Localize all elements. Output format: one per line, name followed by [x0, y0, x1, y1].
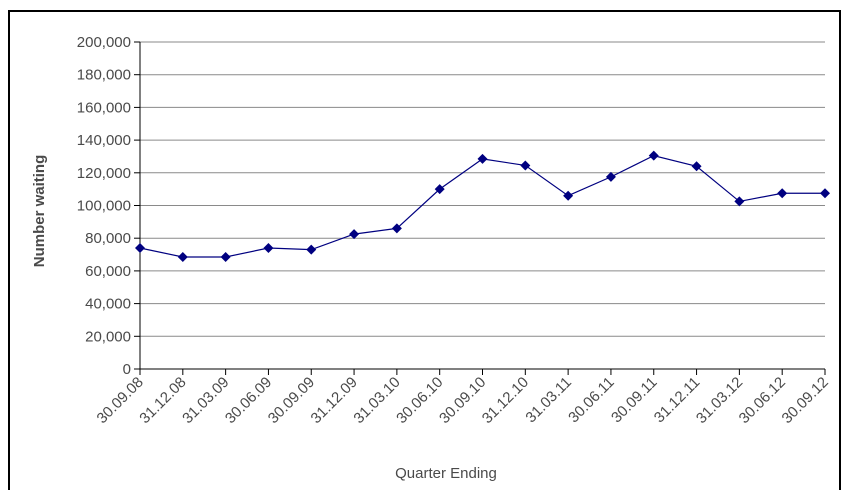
line-chart: 0 20,000 40,000 60,000 80,000 100,000 120,000 1… — [31, 34, 832, 482]
data-point-marker — [477, 153, 488, 164]
data-point-marker — [563, 190, 574, 201]
data-point-marker — [391, 223, 402, 234]
data-point-marker — [349, 229, 360, 240]
data-point-marker — [135, 243, 145, 254]
data-point-marker — [520, 160, 531, 171]
x-tick-label: 30.06.11 — [565, 374, 618, 427]
x-tick-label: 30.06.09 — [222, 374, 275, 427]
data-point-marker — [605, 171, 616, 182]
x-tick-label: 30.09.12 — [779, 374, 832, 427]
x-tick-labels: 30.09.0831.12.0831.03.0930.06.0930.09.09… — [94, 374, 832, 427]
series-group — [135, 150, 830, 263]
x-axis-title: Quarter Ending — [395, 465, 497, 482]
data-point-marker — [777, 188, 788, 199]
y-tick-label: 60,000 — [85, 263, 131, 280]
data-point-marker — [734, 196, 745, 207]
x-tick-label: 31.03.10 — [350, 374, 403, 427]
y-tick-label: 180,000 — [77, 67, 131, 84]
x-tick-label: 31.03.12 — [693, 374, 746, 427]
x-tick-label: 30.06.10 — [393, 374, 446, 427]
axes — [134, 41, 826, 375]
gridlines — [140, 41, 825, 337]
y-tick-labels: 0 20,000 40,000 60,000 80,000 100,000 120,000 1… — [77, 34, 131, 378]
y-tick-label: 120,000 — [77, 165, 131, 182]
series-line — [139, 154, 825, 258]
x-tick-label: 30.09.08 — [94, 374, 147, 427]
y-axis-title: Number waiting — [31, 155, 48, 268]
y-tick-label: 100,000 — [77, 198, 131, 215]
x-tick-label: 31.12.10 — [479, 374, 532, 427]
x-tick-label: 30.09.10 — [436, 374, 489, 427]
y-tick-label: 40,000 — [85, 296, 131, 313]
data-point-marker — [263, 243, 274, 254]
data-point-marker — [820, 188, 830, 199]
y-tick-label: 20,000 — [85, 328, 131, 345]
x-tick-label: 31.12.09 — [308, 374, 361, 427]
y-tick-label: 140,000 — [77, 132, 131, 149]
x-tick-label: 31.03.09 — [179, 374, 232, 427]
x-tick-label: 30.06.12 — [736, 374, 789, 427]
data-point-marker — [648, 150, 659, 161]
x-tick-label: 31.12.08 — [136, 374, 189, 427]
y-tick-label: 160,000 — [77, 99, 131, 116]
x-tick-label: 30.09.09 — [265, 374, 318, 427]
chart-frame: 0 20,000 40,000 60,000 80,000 100,000 120,000 1… — [8, 10, 841, 490]
data-point-marker — [691, 161, 702, 172]
y-tick-label: 80,000 — [85, 230, 131, 247]
data-point-marker — [177, 252, 188, 263]
data-point-marker — [220, 252, 231, 263]
data-point-marker — [306, 244, 317, 255]
y-tick-label: 0 — [123, 361, 131, 378]
x-tick-label: 31.03.11 — [522, 374, 575, 427]
data-point-marker — [434, 184, 445, 195]
y-tick-label: 200,000 — [77, 34, 131, 51]
x-tick-label: 30.09.11 — [608, 374, 661, 427]
